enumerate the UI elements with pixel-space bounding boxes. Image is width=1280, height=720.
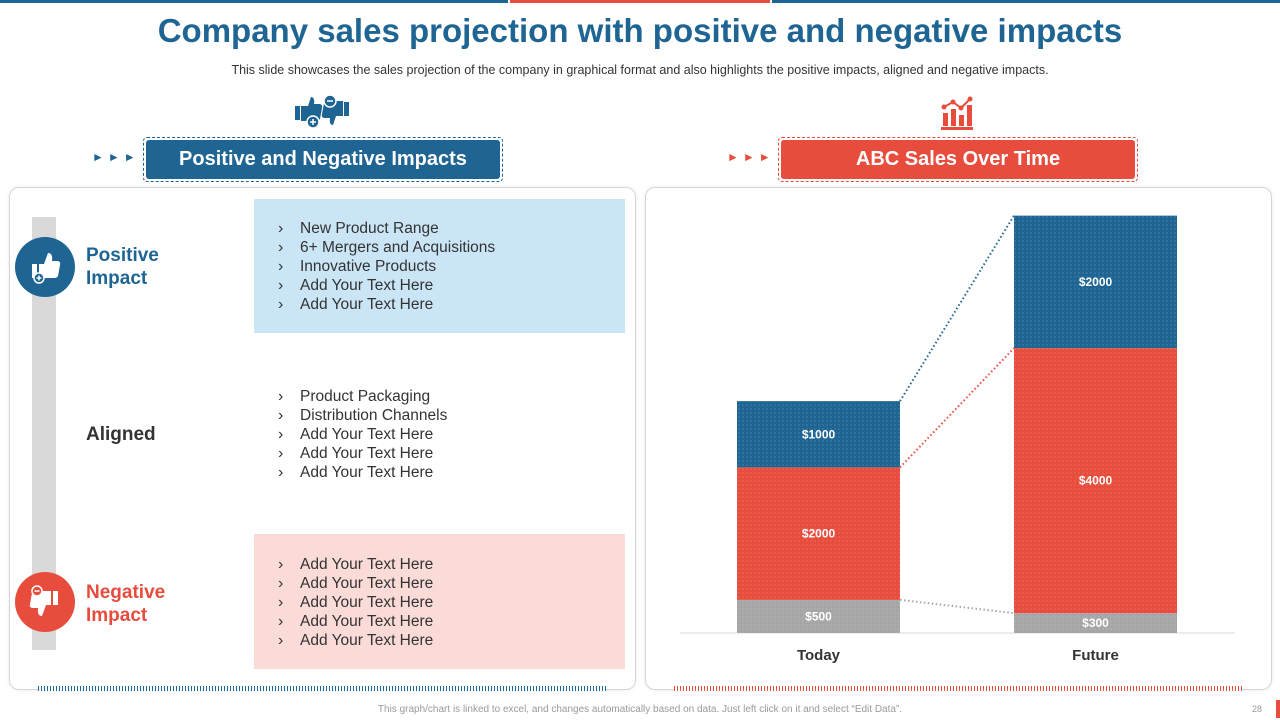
top-accent-blue-left — [0, 0, 508, 3]
page-marker — [1276, 700, 1280, 718]
aligned-label: Aligned — [86, 423, 156, 446]
positive-impact-badge — [15, 237, 75, 297]
positive-impact-label-line2: Impact — [86, 268, 148, 289]
list-item: Distribution Channels — [276, 406, 625, 425]
negative-impact-label-line1: Negative — [86, 582, 166, 603]
list-item: Add Your Text Here — [276, 444, 625, 463]
list-item: Add Your Text Here — [276, 463, 625, 482]
positive-impact-label-line1: Positive — [86, 245, 159, 266]
thumbs-up-icon — [32, 253, 61, 284]
data-label: $4000 — [1079, 474, 1113, 488]
positive-impact-box: New Product Range 6+ Mergers and Acquisi… — [254, 199, 625, 333]
list-item: Add Your Text Here — [276, 612, 625, 631]
bar-texture — [1014, 613, 1177, 633]
bar-texture — [1014, 348, 1177, 614]
left-panel-bottom-stripe — [38, 686, 606, 691]
bar-texture — [737, 467, 900, 600]
data-label: $500 — [805, 609, 832, 623]
list-item: Add Your Text Here — [276, 295, 625, 314]
page-title: Company sales projection with positive a… — [157, 12, 1123, 49]
bar-texture — [737, 599, 900, 633]
data-label: $2000 — [802, 527, 836, 541]
thumbs-up-down-icon — [292, 94, 352, 130]
thumbs-down-icon — [29, 585, 58, 616]
page-subtitle: This slide showcases the sales projectio… — [231, 63, 1049, 77]
top-accent-blue-right — [772, 0, 1280, 3]
list-item: Product Packaging — [276, 387, 625, 406]
data-label: $300 — [1082, 616, 1109, 630]
connector-line-1 — [899, 347, 1015, 469]
list-item: Add Your Text Here — [276, 574, 625, 593]
bar-texture — [1014, 215, 1177, 349]
list-item: Add Your Text Here — [276, 555, 625, 574]
bar-chart-icon — [940, 95, 974, 131]
list-item: Add Your Text Here — [276, 631, 625, 650]
left-panel-header: Positive and Negative Impacts — [143, 137, 503, 182]
negative-impact-box: Add Your Text Here Add Your Text Here Ad… — [254, 534, 625, 669]
list-item: Add Your Text Here — [276, 425, 625, 444]
negative-impact-label: Negative Impact — [86, 581, 165, 627]
left-panel-header-label: Positive and Negative Impacts — [146, 140, 500, 179]
data-label: $1000 — [802, 427, 836, 441]
aligned-label-line1: Aligned — [86, 424, 156, 445]
footer-note: This graph/chart is linked to excel, and… — [377, 704, 903, 715]
data-label: $2000 — [1079, 275, 1113, 289]
negative-impact-badge — [15, 572, 75, 632]
x-tick-label: Today — [797, 647, 841, 664]
connector-line-0 — [899, 598, 1015, 615]
sales-chart: $500 $2000 $1000 Today $300 $4000 $2000 Future — [680, 215, 1235, 664]
arrow-right-icon-right: ►►► — [727, 150, 775, 164]
aligned-box: Product Packaging Distribution Channels … — [254, 367, 625, 501]
list-item: Add Your Text Here — [276, 276, 625, 295]
connector-line-2 — [899, 215, 1015, 402]
positive-impact-label: Positive Impact — [86, 244, 159, 290]
arrow-right-icon-left: ►►► — [92, 150, 140, 164]
negative-impact-label-line2: Impact — [86, 605, 148, 626]
top-accent-red — [510, 0, 770, 3]
page-number: 28 — [1252, 704, 1263, 714]
right-panel-header-label: ABC Sales Over Time — [781, 140, 1135, 179]
list-item: Add Your Text Here — [276, 593, 625, 612]
list-item: New Product Range — [276, 219, 625, 238]
list-item: 6+ Mergers and Acquisitions — [276, 238, 625, 257]
list-item: Innovative Products — [276, 257, 625, 276]
right-panel-bottom-stripe — [674, 686, 1242, 691]
x-tick-label: Future — [1072, 647, 1119, 664]
right-panel-header: ABC Sales Over Time — [778, 137, 1138, 182]
bar-texture — [737, 401, 900, 468]
